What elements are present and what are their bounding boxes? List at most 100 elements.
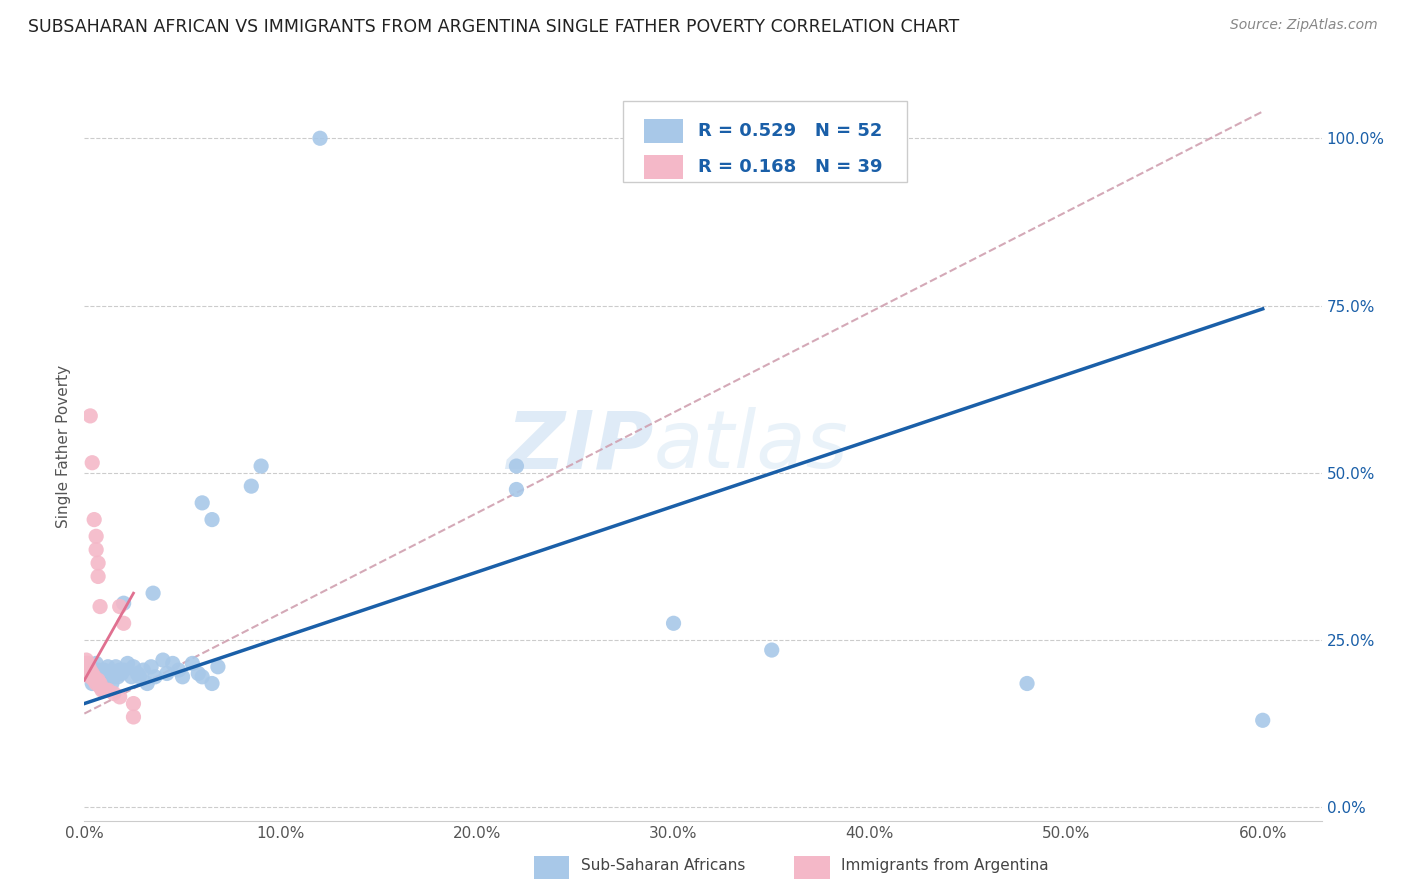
Point [84,542,107,557]
Point [136,676,159,690]
FancyBboxPatch shape [644,119,683,143]
Point [108,599,131,614]
Text: SUBSAHARAN AFRICAN VS IMMIGRANTS FROM ARGENTINA SINGLE FATHER POVERTY CORRELATIO: SUBSAHARAN AFRICAN VS IMMIGRANTS FROM AR… [28,18,959,36]
Point [104,660,127,674]
Point [152,653,174,667]
Point [139,660,162,674]
Point [91,683,114,698]
Point [98,666,121,681]
FancyBboxPatch shape [644,154,683,178]
Point [117,657,139,671]
Point [79,666,101,681]
Point [89,670,111,684]
Point [94,683,117,698]
FancyBboxPatch shape [623,102,907,182]
Point [89,680,111,694]
Point [505,459,527,474]
Point [84,676,107,690]
Point [83,513,105,527]
Point [82,676,104,690]
Point [112,596,135,610]
Point [122,710,145,724]
Text: Source: ZipAtlas.com: Source: ZipAtlas.com [1230,18,1378,32]
Point [181,657,204,671]
Point [172,670,194,684]
Point [121,670,143,684]
Text: R = 0.529   N = 52: R = 0.529 N = 52 [697,121,883,139]
Point [156,666,179,681]
Text: Immigrants from Argentina: Immigrants from Argentina [841,858,1049,872]
Point [108,690,131,704]
Point [191,670,214,684]
Point [75,663,97,677]
Point [250,459,273,474]
Point [84,529,107,543]
Point [103,670,125,684]
Point [84,657,107,671]
Point [77,660,100,674]
Point [108,663,131,677]
Point [82,666,104,681]
Point [191,496,214,510]
Text: ZIP: ZIP [506,407,654,485]
Point [309,131,332,145]
Point [87,676,110,690]
Point [89,676,111,690]
Point [1015,676,1038,690]
Point [91,676,114,690]
Point [87,556,110,570]
Point [77,663,100,677]
Point [75,666,97,681]
Point [83,666,105,681]
Point [83,670,105,684]
Point [79,670,101,684]
Point [84,673,107,688]
Point [111,666,134,681]
Point [162,657,184,671]
Text: R = 0.168   N = 39: R = 0.168 N = 39 [697,158,883,176]
Point [107,670,129,684]
Point [79,670,101,684]
Point [87,663,110,677]
Point [505,483,527,497]
Point [75,653,97,667]
Point [83,673,105,688]
Point [128,670,150,684]
Point [97,660,120,674]
Point [79,409,101,423]
Point [87,673,110,688]
Point [82,456,104,470]
Point [127,666,149,681]
Text: atlas: atlas [654,407,848,485]
Point [142,586,165,600]
Point [77,660,100,674]
Point [761,643,783,657]
Point [77,666,100,681]
Point [122,660,145,674]
Point [132,663,155,677]
Point [93,663,115,677]
Point [75,660,97,674]
Text: Sub-Saharan Africans: Sub-Saharan Africans [581,858,745,872]
Point [201,676,224,690]
Point [101,676,124,690]
Point [103,687,125,701]
Point [1251,714,1274,728]
Point [122,697,145,711]
Point [93,683,115,698]
Point [89,599,111,614]
Point [82,670,104,684]
Point [112,663,135,677]
Point [79,663,101,677]
Point [201,513,224,527]
Point [143,670,166,684]
Point [87,569,110,583]
Point [94,670,117,684]
Point [662,616,685,631]
Point [75,657,97,671]
Point [97,683,120,698]
Point [167,663,190,677]
Point [187,666,209,681]
Point [112,616,135,631]
Y-axis label: Single Father Poverty: Single Father Poverty [56,365,72,527]
